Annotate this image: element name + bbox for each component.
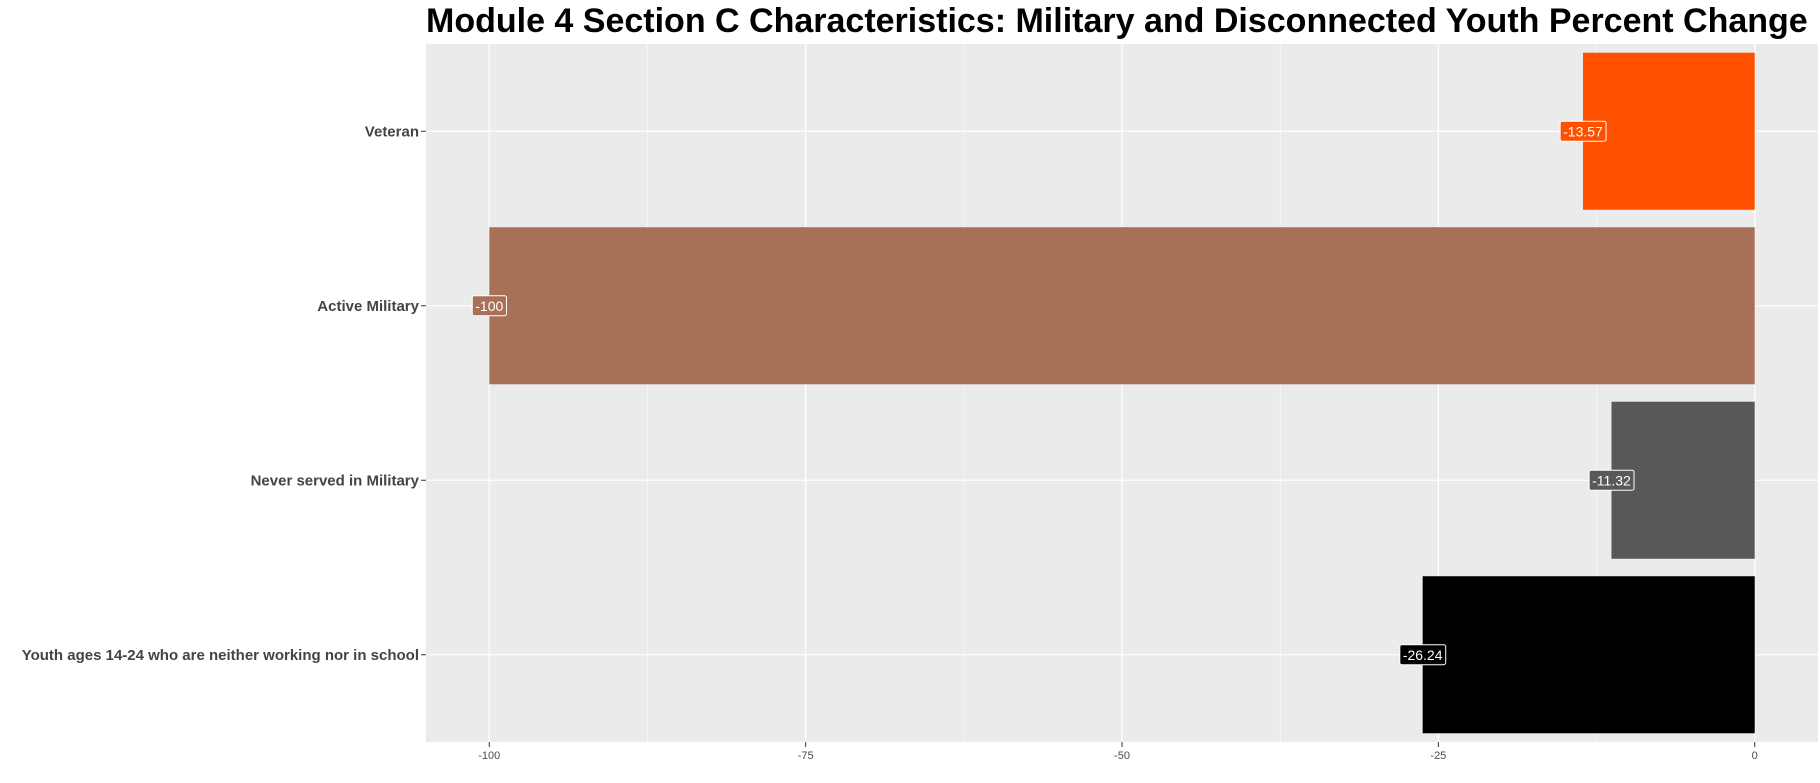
y-axis: Veteran Active Military Never served in Mi… xyxy=(22,123,426,664)
data-label-text: -11.32 xyxy=(1592,472,1631,488)
data-label-text: -100 xyxy=(475,298,503,314)
data-label: -26.24 xyxy=(1399,644,1447,666)
data-label-text: -13.57 xyxy=(1563,123,1603,139)
x-tick-label: -100 xyxy=(478,750,500,762)
chart-title: Module 4 Section C Characteristics: Mili… xyxy=(426,2,1808,40)
data-label: -13.57 xyxy=(1559,120,1607,142)
bar xyxy=(1583,52,1755,210)
bar xyxy=(1422,576,1755,734)
x-tick-label: -75 xyxy=(798,750,814,762)
y-tick-label: Active Military xyxy=(317,298,419,315)
bar xyxy=(489,227,1755,385)
y-tick-label: Youth ages 14-24 who are neither working… xyxy=(22,647,419,664)
data-label-box xyxy=(471,295,507,317)
data-label-box xyxy=(1588,469,1635,491)
x-tick-label: 0 xyxy=(1752,750,1758,762)
data-label-box xyxy=(1559,120,1607,142)
data-label-text: -26.24 xyxy=(1403,647,1443,663)
data-label-box xyxy=(1399,644,1447,666)
data-label: -100 xyxy=(471,295,507,317)
bars xyxy=(489,52,1755,734)
y-tick-label: Veteran xyxy=(365,123,419,140)
bar xyxy=(1611,401,1755,559)
x-axis: -100 -75 -50 -25 0 xyxy=(478,742,1758,762)
x-tick-label: -25 xyxy=(1430,750,1446,762)
data-labels: -13.57 -100 -11.32 -26.24 xyxy=(471,120,1635,666)
x-tick-label: -50 xyxy=(1114,750,1130,762)
data-label: -11.32 xyxy=(1588,469,1635,491)
y-tick-label: Never served in Military xyxy=(251,472,420,489)
